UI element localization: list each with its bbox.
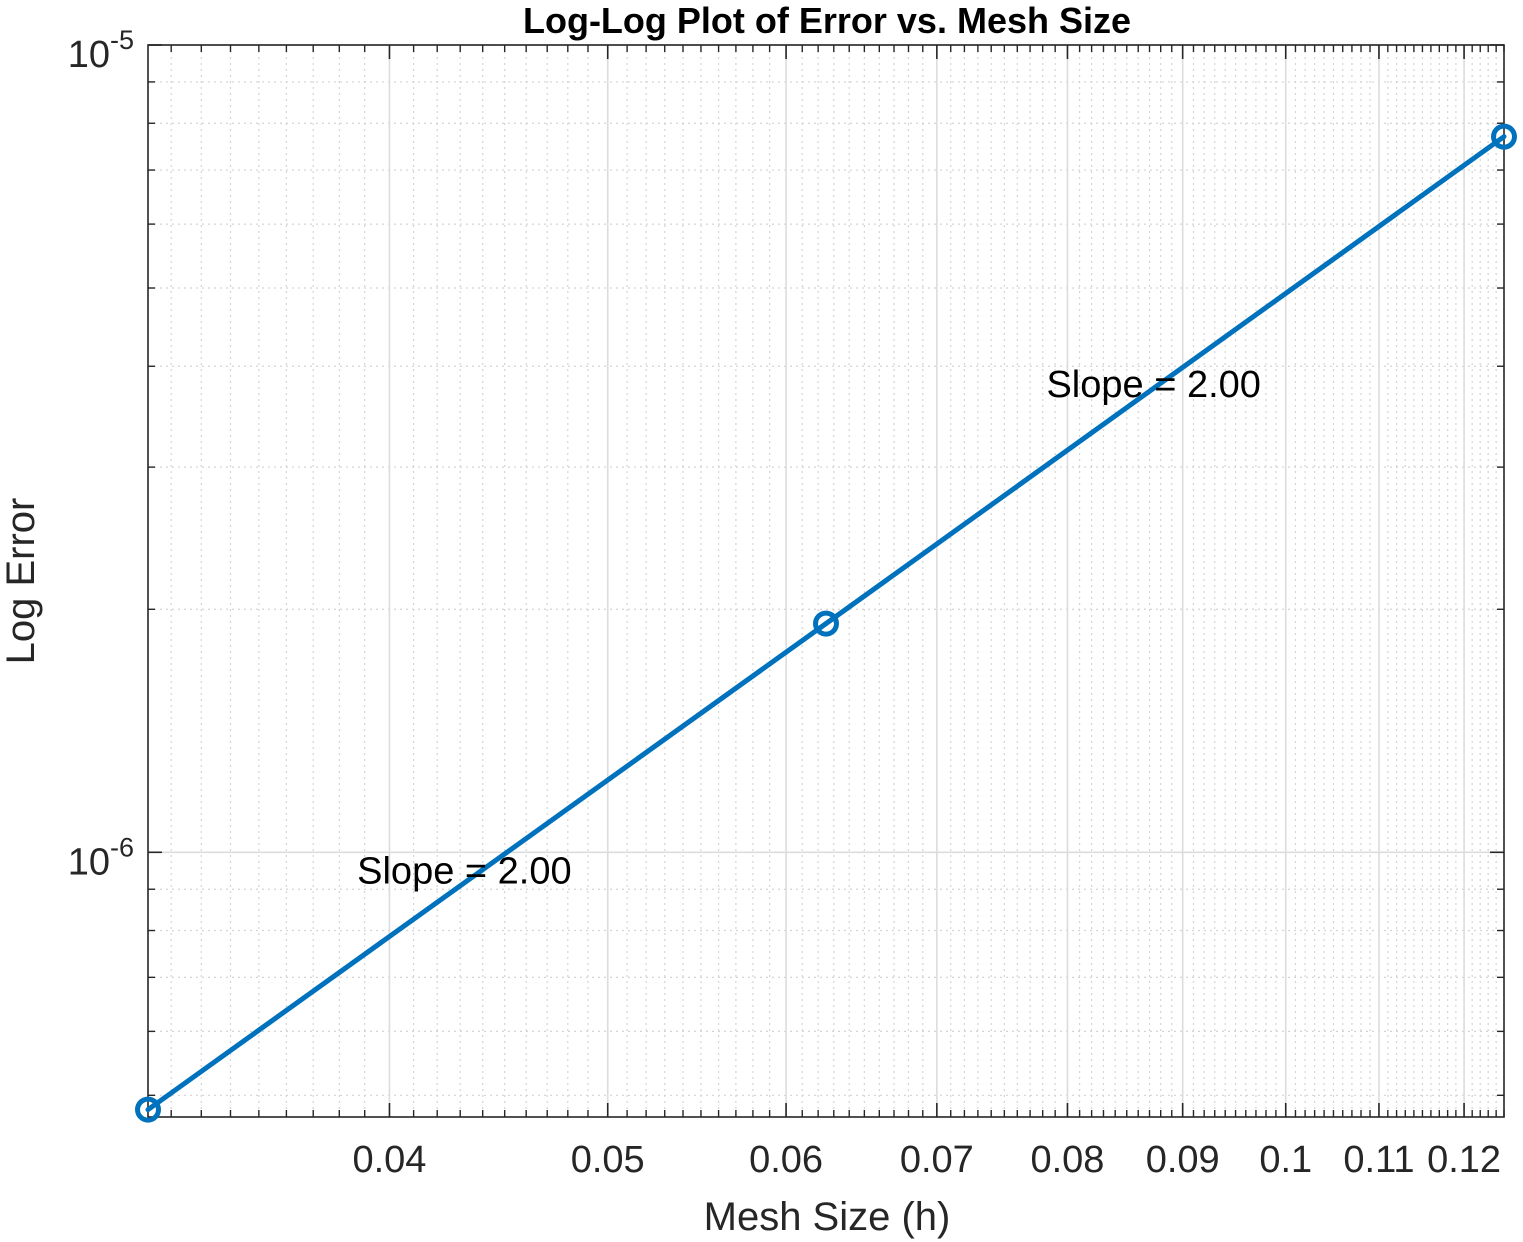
- x-tick-label: 0.08: [1030, 1139, 1104, 1181]
- y-tick-label-exponent: -5: [110, 25, 134, 55]
- chart-title: Log-Log Plot of Error vs. Mesh Size: [523, 0, 1131, 41]
- x-tick-labels: 0.04 0.05 0.06 0.07 0.08 0.09 0.1 0.11 0.12: [352, 1139, 1501, 1181]
- slope-annotation: Slope = 2.00: [357, 850, 571, 892]
- axes-background: [148, 45, 1504, 1117]
- x-tick-label: 0.07: [900, 1139, 974, 1181]
- data-point: [813, 610, 839, 637]
- x-tick-label: 0.1: [1259, 1139, 1312, 1181]
- plot-area: Slope = 2.00 Slope = 2.00: [135, 44, 1517, 1123]
- minor-grid: [148, 45, 1505, 1117]
- x-tick-label: 0.12: [1427, 1139, 1501, 1181]
- axis-ticks: [148, 44, 1505, 1117]
- x-tick-label: 0.06: [749, 1139, 823, 1181]
- y-tick-labels: 10-610-5: [68, 25, 134, 883]
- series-line: [145, 134, 1507, 1113]
- y-tick-label-base: 10: [68, 34, 110, 76]
- series-layer: [135, 123, 1517, 1123]
- x-tick-label: 0.11: [1343, 1139, 1414, 1181]
- y-tick-label-exponent: -6: [110, 832, 134, 862]
- slope-annotation: Slope = 2.00: [1046, 364, 1260, 406]
- y-axis-label: Log Error: [0, 498, 43, 665]
- y-tick-label: 10-5: [68, 25, 134, 76]
- x-tick-label: 0.09: [1146, 1139, 1220, 1181]
- x-tick-label: 0.05: [571, 1139, 645, 1181]
- data-point: [1491, 123, 1517, 150]
- y-tick-label-base: 10: [68, 841, 110, 883]
- x-axis-label: Mesh Size (h): [704, 1195, 951, 1239]
- x-tick-label: 0.04: [352, 1139, 426, 1181]
- y-tick-label: 10-6: [68, 832, 134, 883]
- annotation-layer: Slope = 2.00 Slope = 2.00: [357, 364, 1261, 892]
- axes-box: [147, 44, 1505, 1118]
- data-point: [135, 1096, 161, 1123]
